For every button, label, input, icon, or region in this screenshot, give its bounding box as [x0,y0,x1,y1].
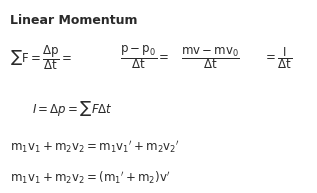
Text: $\mathsf{m_1v_1 + m_2v_2 = (m_1{}^{\prime} + m_2)v^{\prime}}$: $\mathsf{m_1v_1 + m_2v_2 = (m_1{}^{\prim… [10,169,170,186]
Text: $\mathsf{\dfrac{mv-mv_0}{\Delta t}}$: $\mathsf{\dfrac{mv-mv_0}{\Delta t}}$ [181,45,240,71]
Text: Linear Momentum: Linear Momentum [10,14,137,26]
Text: $\mathit{I = \Delta p = \sum F \Delta t}$: $\mathit{I = \Delta p = \sum F \Delta t}… [32,99,113,118]
Text: $\mathsf{m_1v_1 + m_2v_2 = m_1v_1{}^{\prime} + m_2v_2{}^{\prime}}$: $\mathsf{m_1v_1 + m_2v_2 = m_1v_1{}^{\pr… [10,138,179,155]
Text: $\mathsf{\dfrac{p-p_0}{\Delta t} =}$: $\mathsf{\dfrac{p-p_0}{\Delta t} =}$ [120,45,170,71]
Text: $\mathsf{\sum F = \dfrac{\Delta p}{\Delta t} =}$: $\mathsf{\sum F = \dfrac{\Delta p}{\Delt… [10,44,72,72]
Text: $\mathsf{= \dfrac{I}{\Delta t}}$: $\mathsf{= \dfrac{I}{\Delta t}}$ [263,45,292,71]
